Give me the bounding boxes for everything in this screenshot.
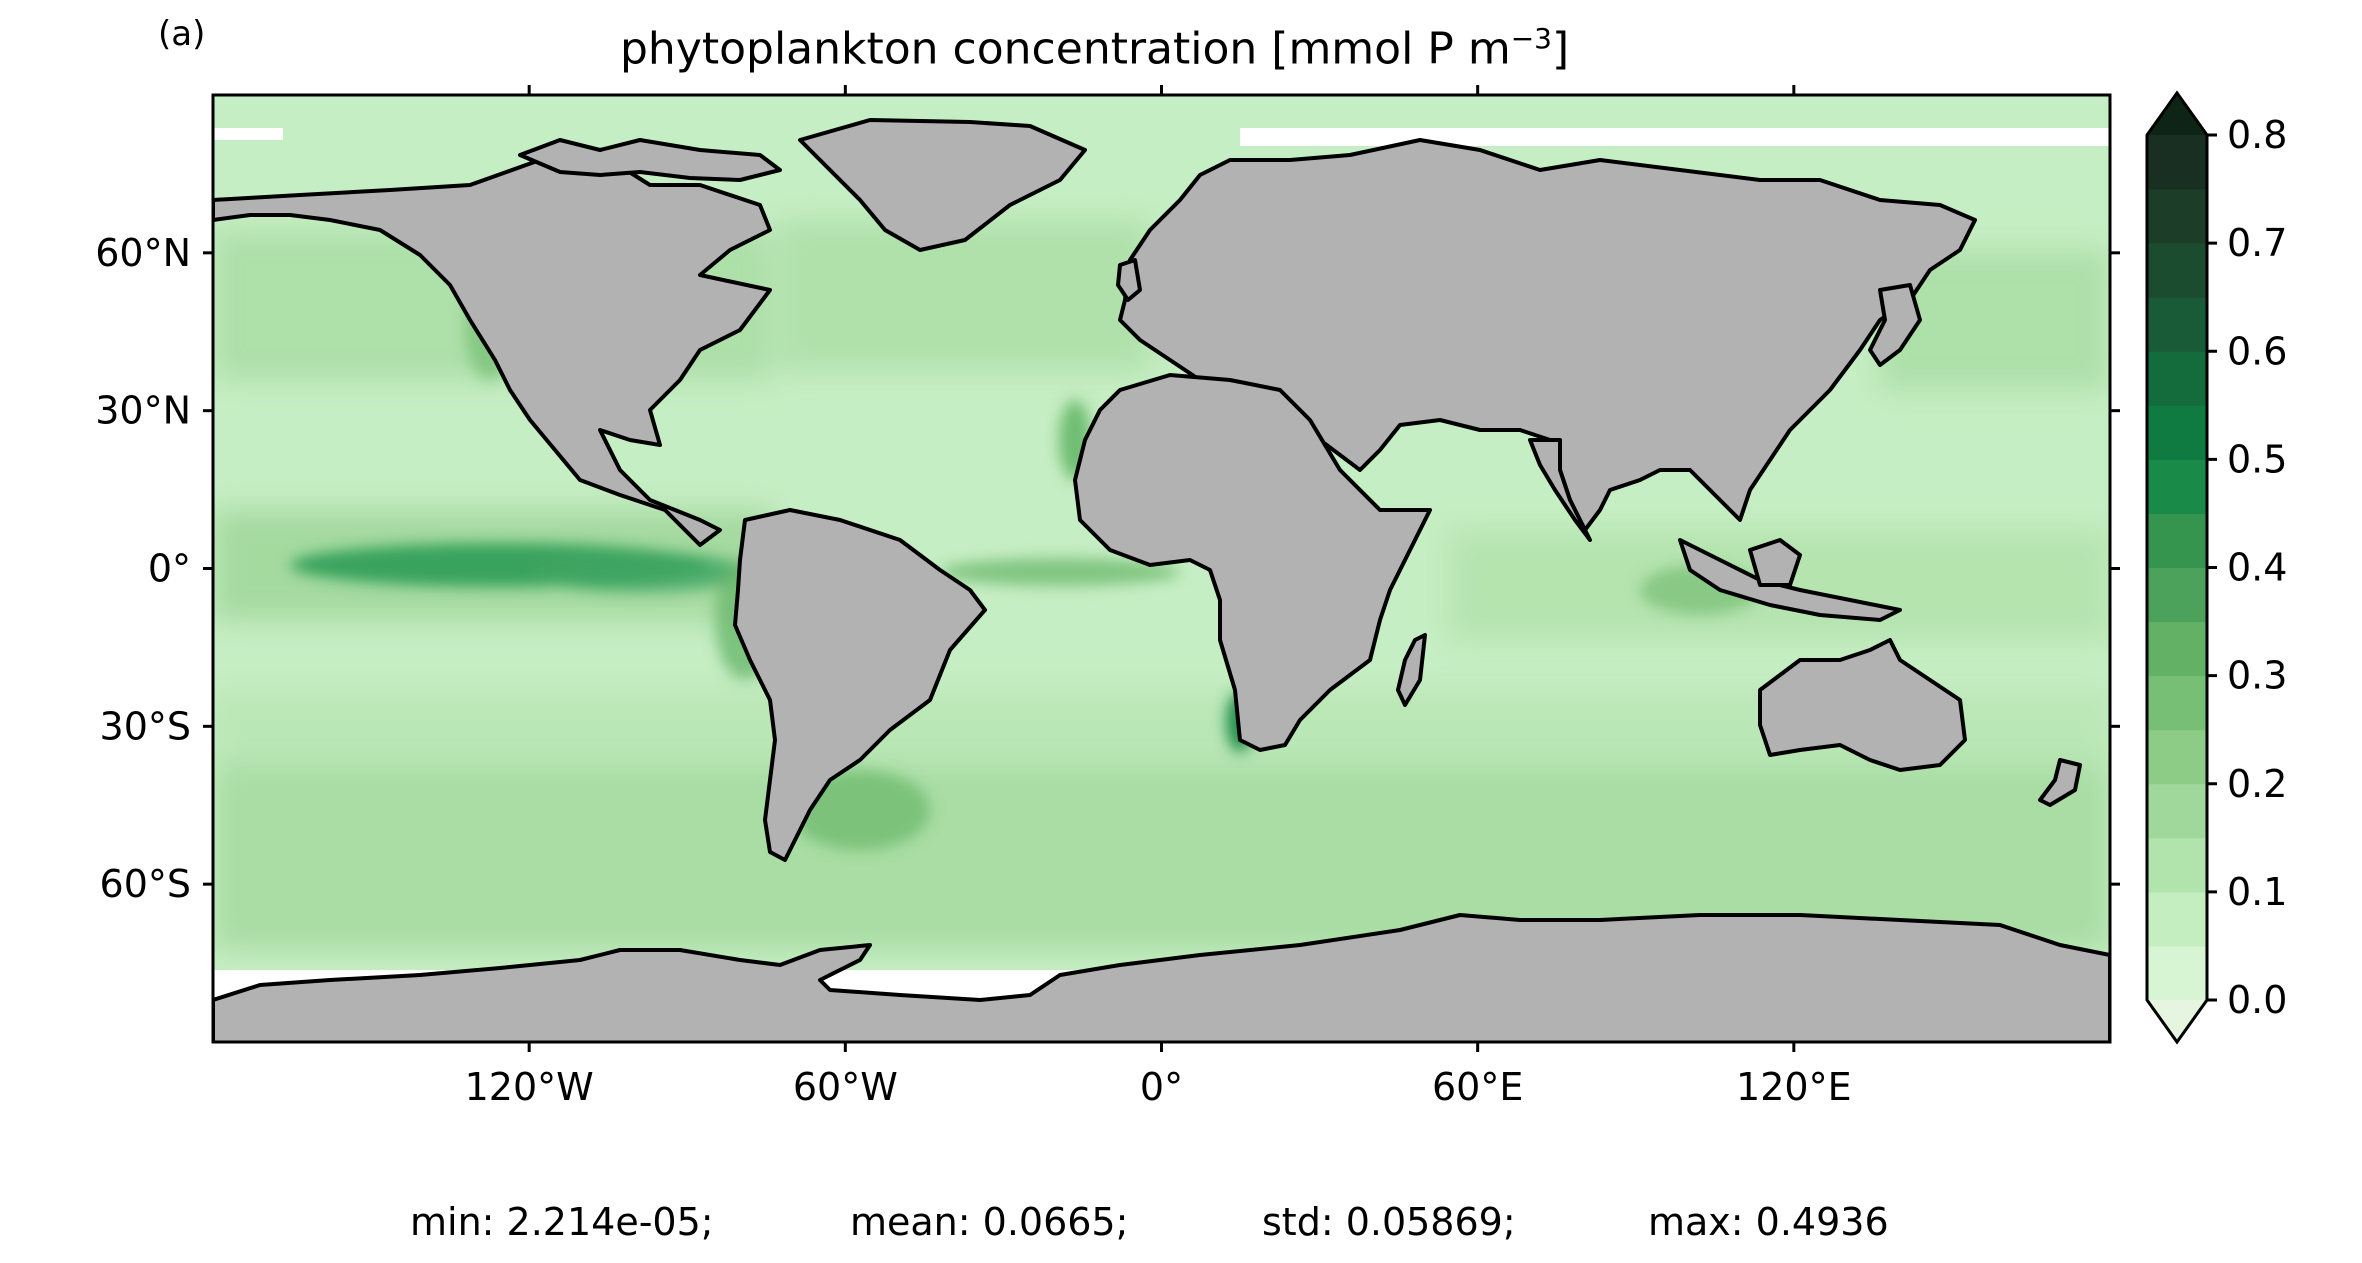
y-tick-label: 30°S <box>100 704 191 748</box>
panel-label: (a) <box>158 14 206 54</box>
colorbar-tick-label: 0.8 <box>2227 113 2287 157</box>
colorbar-level <box>2147 945 2207 1001</box>
stat-std: std: 0.05869; <box>1262 1200 1516 1244</box>
concentration-field <box>213 220 2110 950</box>
y-tick-label: 0° <box>148 547 191 591</box>
title-close: ] <box>1551 23 1570 75</box>
land-new-zealand <box>2038 758 2082 807</box>
land-europe-asia <box>1118 138 1977 532</box>
equatorial-pacific-upwelling-east <box>530 552 750 592</box>
colorbar-tick-label: 0.7 <box>2227 221 2287 265</box>
colorbar-level <box>2147 243 2207 298</box>
x-tick-label: 60°W <box>793 1065 898 1109</box>
land-africa <box>1073 373 1432 752</box>
x-tick-label: 120°E <box>1736 1065 1852 1109</box>
y-tick-label: 30°N <box>95 389 191 433</box>
band-north-atlantic <box>780 220 1150 370</box>
colorbar-level <box>2147 513 2207 568</box>
land-arctic-islands <box>518 138 782 182</box>
colorbar-level <box>2147 729 2207 785</box>
land <box>213 118 2110 1042</box>
title-superscript: −3 <box>1510 22 1552 55</box>
land-southeast-asia-islands <box>1678 538 1902 622</box>
colorbar-level <box>2147 297 2207 352</box>
colorbar-level <box>2147 891 2207 947</box>
x-tick-label: 60°E <box>1432 1065 1523 1109</box>
land-india <box>1528 438 1592 542</box>
colorbar-extend-over <box>2147 93 2207 135</box>
land-japan <box>1868 283 1922 367</box>
land-greenland <box>798 118 1087 252</box>
colorbar-level <box>2147 351 2207 406</box>
colorbar: 0.0 0.1 0.2 0.3 0.4 0.5 0.6 0.7 0.8 <box>2145 90 2287 1045</box>
land-uk <box>1116 258 1142 302</box>
colorbar-level <box>2147 783 2207 839</box>
title-main: phytoplankton concentration [mmol P m <box>620 23 1511 75</box>
chart-title: phytoplankton concentration [mmol P m−3] <box>620 22 1569 75</box>
x-tick-label: 120°W <box>465 1065 594 1109</box>
colorbar-level <box>2147 621 2207 677</box>
land-madagascar <box>1396 633 1427 707</box>
land-north-america <box>213 158 772 547</box>
colorbar-level <box>2147 459 2207 514</box>
stat-max: max: 0.4936 <box>1648 1200 1889 1244</box>
sea-ice-arctic-west <box>213 128 283 140</box>
x-tick-label: 0° <box>1140 1065 1183 1109</box>
y-tick-label: 60°N <box>95 231 191 275</box>
x-axis: 120°W 60°W 0° 60°E 120°E <box>465 85 1852 1109</box>
colorbar-level <box>2147 837 2207 893</box>
colorbar-tick-label: 0.3 <box>2227 654 2287 698</box>
colorbar-tick-label: 0.0 <box>2227 978 2287 1022</box>
sea-ice-arctic-east <box>1240 128 2110 146</box>
colorbar-extend-under <box>2147 1000 2207 1042</box>
colorbar-tick-label: 0.5 <box>2227 437 2287 481</box>
equatorial-atlantic-upwelling <box>940 558 1180 586</box>
colorbar-tick-label: 0.6 <box>2227 329 2287 373</box>
colorbar-level <box>2147 567 2207 623</box>
colorbar-tick-label: 0.2 <box>2227 762 2287 806</box>
colorbar-level <box>2147 189 2207 244</box>
colorbar-level <box>2147 405 2207 460</box>
stat-mean: mean: 0.0665; <box>850 1200 1129 1244</box>
colorbar-level <box>2147 675 2207 731</box>
land-borneo <box>1748 538 1802 587</box>
y-tick-label: 60°S <box>100 862 191 906</box>
land-antarctica <box>213 913 2110 1042</box>
land-australia <box>1758 638 1967 772</box>
stat-min: min: 2.214e-05; <box>410 1200 714 1244</box>
land-south-america <box>733 508 987 862</box>
colorbar-tick-label: 0.4 <box>2227 546 2287 590</box>
colorbar-level <box>2147 135 2207 190</box>
y-axis: 60°N 30°N 0° 30°S 60°S <box>95 231 2120 906</box>
colorbar-tick-label: 0.1 <box>2227 870 2287 914</box>
